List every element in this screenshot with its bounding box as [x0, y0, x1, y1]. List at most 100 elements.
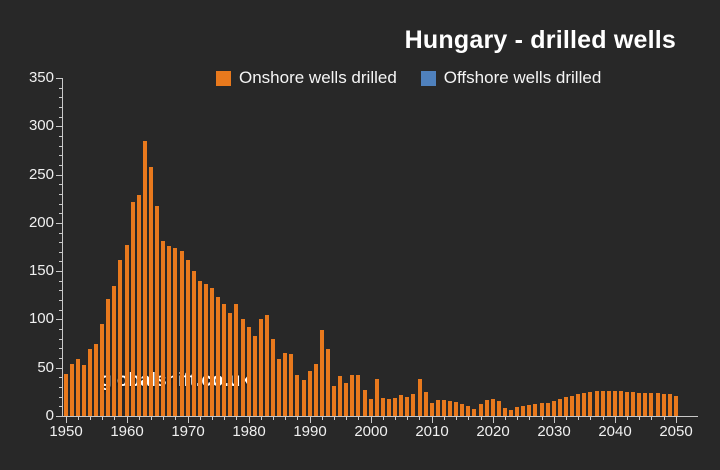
x-tick: [322, 417, 323, 420]
y-tick: [59, 204, 62, 205]
bar-onshore-1959: [118, 259, 123, 416]
y-tick: [56, 126, 62, 127]
bar-onshore-2015: [460, 404, 465, 416]
bar-onshore-2046: [649, 392, 654, 416]
x-tick: [297, 417, 298, 420]
bar-onshore-1969: [179, 250, 184, 416]
x-tick: [261, 417, 262, 420]
y-tick: [59, 377, 62, 378]
bar-onshore-2022: [502, 408, 507, 416]
bar-onshore-1980: [246, 327, 251, 416]
bar-onshore-1952: [75, 359, 80, 416]
bar-onshore-2002: [380, 397, 385, 416]
x-tick: [566, 417, 567, 420]
y-tick: [56, 223, 62, 224]
bar-onshore-2024: [515, 407, 520, 416]
x-tick: [310, 417, 311, 423]
bar-onshore-2010: [429, 402, 434, 416]
y-axis-label: 150: [28, 262, 54, 279]
bar-onshore-2001: [374, 379, 379, 416]
bar-onshore-1955: [94, 343, 98, 416]
x-tick: [285, 417, 286, 420]
bar-onshore-2026: [527, 405, 532, 416]
x-axis-label: 2020: [476, 423, 510, 440]
bar-onshore-1984: [271, 338, 275, 416]
x-tick: [578, 417, 579, 420]
y-axis-label: 200: [28, 214, 54, 231]
y-tick: [59, 213, 62, 214]
x-tick: [358, 417, 359, 420]
bar-onshore-1958: [112, 285, 117, 416]
bar-onshore-2036: [588, 391, 593, 416]
bar-onshore-1998: [356, 374, 361, 416]
bar-onshore-2048: [661, 393, 666, 416]
y-axis-label: 300: [28, 117, 54, 134]
bar-onshore-2005: [399, 394, 404, 416]
bar-onshore-2044: [637, 392, 642, 416]
x-axis-label: 2010: [415, 423, 449, 440]
bar-onshore-1977: [228, 312, 233, 416]
x-tick: [529, 417, 530, 420]
bar-onshore-1995: [338, 376, 343, 416]
x-tick: [151, 417, 152, 420]
bar-onshore-1950: [63, 373, 68, 416]
y-axis-label: 50: [37, 359, 54, 376]
bar-onshore-1953: [81, 364, 86, 416]
y-tick: [59, 310, 62, 311]
y-tick: [56, 271, 62, 272]
x-tick: [371, 417, 372, 423]
x-tick: [651, 417, 652, 420]
bar-onshore-1972: [197, 280, 202, 416]
y-tick: [59, 387, 62, 388]
y-tick: [59, 290, 62, 291]
x-tick: [590, 417, 591, 420]
bar-onshore-1965: [155, 205, 159, 416]
bar-onshore-2045: [643, 392, 648, 416]
bar-onshore-1961: [130, 201, 135, 416]
legend-label-onshore: Onshore wells drilled: [239, 68, 397, 87]
x-tick: [346, 417, 347, 420]
bar-onshore-2028: [539, 403, 544, 416]
x-tick: [468, 417, 469, 420]
bar-onshore-2007: [411, 393, 416, 416]
y-tick: [59, 97, 62, 98]
bar-onshore-1951: [69, 363, 74, 416]
bar-onshore-2017: [472, 409, 477, 416]
bar-onshore-1956: [100, 324, 105, 416]
bar-onshore-2040: [612, 390, 617, 416]
x-tick: [432, 417, 433, 423]
x-axis-label: 2000: [354, 423, 388, 440]
x-tick: [188, 417, 189, 423]
bar-onshore-2023: [509, 410, 513, 416]
x-tick: [493, 417, 494, 423]
bar-onshore-1978: [234, 304, 239, 416]
x-tick: [200, 417, 201, 420]
x-tick: [676, 417, 677, 423]
y-tick: [56, 78, 62, 79]
bar-onshore-1967: [167, 246, 172, 416]
x-tick: [505, 417, 506, 420]
bar-onshore-1982: [258, 318, 263, 416]
x-tick: [542, 417, 543, 420]
y-tick: [59, 117, 62, 118]
y-tick: [59, 339, 62, 340]
bar-onshore-2027: [533, 404, 538, 416]
y-tick: [59, 242, 62, 243]
chart-title: Hungary - drilled wells: [404, 26, 676, 54]
legend-item-onshore: Onshore wells drilled: [216, 68, 397, 88]
legend: Onshore wells drilled Offshore wells dri…: [216, 68, 601, 88]
y-tick: [59, 348, 62, 349]
x-tick: [224, 417, 225, 420]
bar-onshore-2013: [448, 400, 452, 416]
bar-onshore-1971: [191, 271, 196, 416]
x-axis-label: 1990: [293, 423, 327, 440]
x-tick: [127, 417, 128, 423]
x-tick: [383, 417, 384, 420]
bar-onshore-1957: [106, 299, 111, 416]
bar-onshore-2004: [393, 397, 398, 416]
bar-onshore-1994: [332, 386, 336, 416]
x-tick: [407, 417, 408, 420]
bar-onshore-2016: [466, 406, 471, 416]
bar-onshore-1991: [313, 363, 318, 416]
bar-onshore-1973: [203, 283, 208, 416]
